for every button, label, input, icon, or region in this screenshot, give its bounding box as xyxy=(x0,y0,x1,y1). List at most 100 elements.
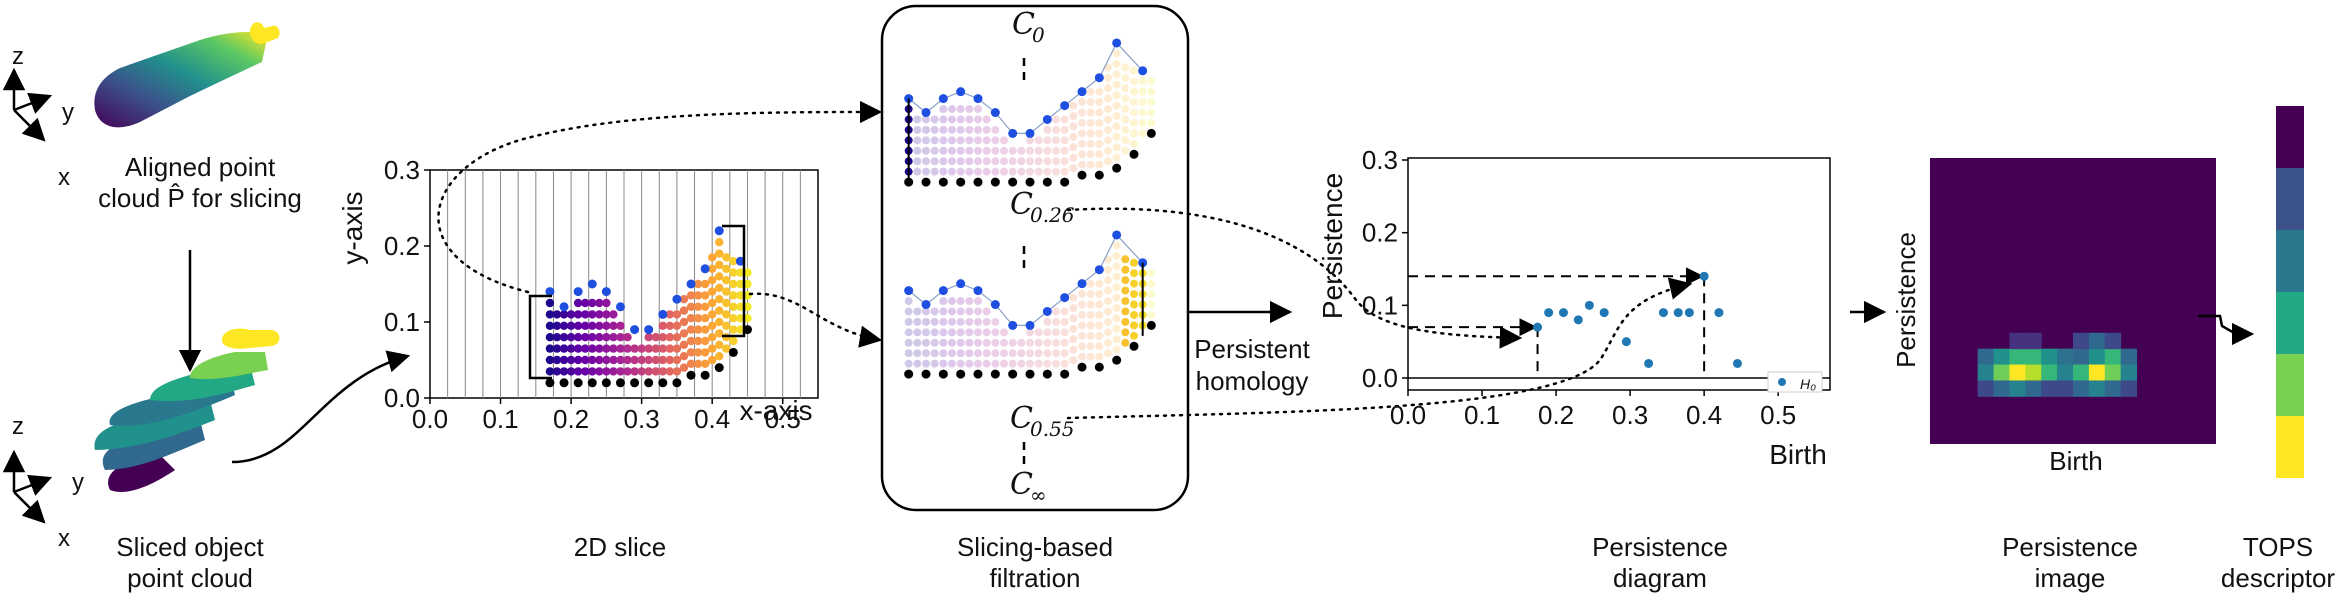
filtration-top-point xyxy=(1042,306,1052,316)
bottom-point xyxy=(728,347,738,357)
interior-point xyxy=(707,333,717,342)
filtration-point xyxy=(1026,359,1034,368)
filtration-point xyxy=(922,125,930,134)
filtration-point xyxy=(930,307,939,316)
interior-point xyxy=(700,325,710,334)
image-pixel xyxy=(2088,364,2106,381)
filtration-point xyxy=(965,349,974,358)
filtration-point xyxy=(1026,328,1034,337)
filtration-point xyxy=(939,105,948,114)
filtration-point xyxy=(991,136,1000,145)
filtration-point xyxy=(1052,115,1060,124)
filtration-point xyxy=(1112,49,1121,58)
filtration-point xyxy=(922,328,930,337)
filtration-point xyxy=(1095,300,1104,309)
filtration-point xyxy=(965,157,974,166)
filtration-point xyxy=(930,167,939,176)
top-point xyxy=(644,325,654,335)
filtration-point xyxy=(1078,160,1086,169)
interior-point xyxy=(566,367,576,376)
filtration-point xyxy=(939,125,948,134)
interior-point xyxy=(545,333,555,342)
filtration-point xyxy=(1043,157,1052,166)
filtration-point xyxy=(1130,118,1138,127)
filtration-point xyxy=(974,136,982,145)
interior-point xyxy=(609,355,618,365)
filtration-point xyxy=(1147,77,1156,86)
filtration-point xyxy=(1112,241,1121,250)
filtration-point xyxy=(1078,331,1086,340)
interior-point xyxy=(700,279,710,289)
axis-z-label: z xyxy=(12,413,24,440)
filtration-point xyxy=(1017,146,1026,155)
h0-point xyxy=(1584,300,1594,310)
filtration-point xyxy=(922,167,930,176)
filtration-point xyxy=(1130,331,1138,340)
c055-subscript: 0.55 xyxy=(1030,417,1075,441)
bottom-point xyxy=(545,378,555,388)
filtration-point xyxy=(1086,342,1095,351)
interior-point xyxy=(581,367,590,376)
filtration-point xyxy=(1052,136,1060,145)
interior-point xyxy=(743,268,752,277)
filtration-point xyxy=(1121,286,1130,295)
image-pixel xyxy=(2088,380,2106,397)
filtration-point xyxy=(1034,338,1043,347)
image-pixel xyxy=(2073,364,2090,381)
interior-point xyxy=(609,344,618,353)
filtration-point xyxy=(948,349,956,358)
filtration-bottom-point xyxy=(904,369,914,379)
interior-point xyxy=(715,260,724,270)
interior-point xyxy=(552,355,562,365)
c026-subscript: 0.26 xyxy=(1030,203,1075,227)
interior-point xyxy=(672,367,682,376)
interior-point xyxy=(736,279,745,289)
pd-x-axis-label: Birth xyxy=(1769,439,1827,470)
filtration-point xyxy=(1095,279,1104,288)
interior-point xyxy=(552,310,562,319)
filtration-top-point xyxy=(973,94,983,104)
h0-point xyxy=(1544,308,1554,318)
filtration-point xyxy=(1078,139,1086,148)
interior-point xyxy=(736,268,745,277)
image-pixel xyxy=(2120,380,2138,397)
interior-point xyxy=(665,355,675,365)
filtration-point xyxy=(1060,125,1069,134)
interior-point xyxy=(581,344,590,353)
filtration-point xyxy=(939,157,948,166)
filtration-point xyxy=(913,328,922,337)
filtration-point xyxy=(939,307,948,316)
c055-letter: C xyxy=(1010,401,1033,436)
homology-line1: Persistent xyxy=(1194,334,1310,364)
filtration-point xyxy=(982,349,991,358)
interior-point xyxy=(595,321,604,330)
filtration-point xyxy=(1069,143,1078,152)
image-pixel xyxy=(2009,380,2026,397)
filtration-point xyxy=(1138,98,1147,107)
filtration-point xyxy=(965,136,974,145)
interior-point xyxy=(566,355,576,365)
filtration-point xyxy=(1034,328,1043,337)
interior-point xyxy=(715,352,724,361)
filtration-point xyxy=(1017,157,1026,166)
filtration-point xyxy=(1008,349,1017,358)
filtration-point xyxy=(1095,321,1104,330)
interior-point xyxy=(559,367,569,376)
filtration-point xyxy=(1104,286,1112,295)
image-pixel xyxy=(2073,332,2090,350)
interior-point xyxy=(658,355,667,365)
filtration-point xyxy=(1069,122,1078,131)
filtration-point xyxy=(1086,118,1095,127)
filtration-bottom-point xyxy=(1042,177,1052,187)
point-cloud-slice xyxy=(190,352,268,380)
y-tick-label: 0.0 xyxy=(384,383,420,413)
c026-letter: C xyxy=(1010,187,1033,222)
filtration-point xyxy=(930,125,939,134)
filtration-point xyxy=(913,167,922,176)
filtration-point xyxy=(956,105,965,114)
dotted-arrow-c026-to-diagram xyxy=(1066,207,1523,349)
interior-point xyxy=(581,310,590,319)
filtration-point xyxy=(1008,338,1017,347)
filtration-point xyxy=(1060,115,1069,124)
filtration-point xyxy=(1121,84,1130,93)
